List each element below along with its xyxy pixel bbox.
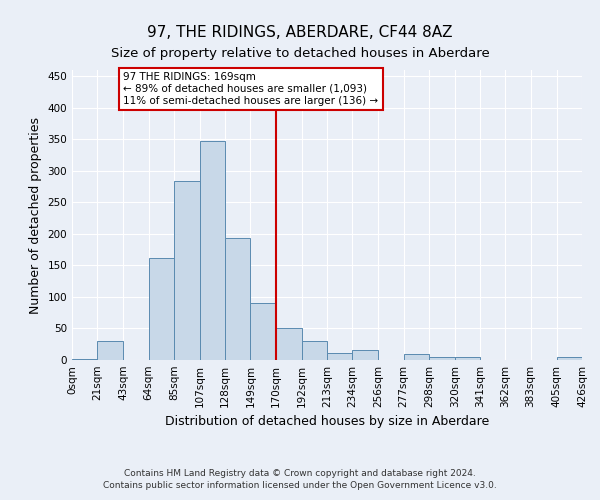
Bar	[225, 238, 250, 360]
Bar	[557, 357, 582, 360]
Bar	[174, 181, 200, 360]
Bar	[429, 358, 455, 360]
Bar	[149, 258, 174, 360]
X-axis label: Distribution of detached houses by size in Aberdare: Distribution of detached houses by size …	[165, 416, 489, 428]
Text: 97 THE RIDINGS: 169sqm
← 89% of detached houses are smaller (1,093)
11% of semi-: 97 THE RIDINGS: 169sqm ← 89% of detached…	[124, 72, 379, 106]
Bar	[275, 328, 302, 360]
Bar	[200, 141, 225, 360]
Bar	[302, 341, 327, 360]
Bar	[327, 353, 352, 360]
Bar	[72, 358, 97, 360]
Text: Size of property relative to detached houses in Aberdare: Size of property relative to detached ho…	[110, 48, 490, 60]
Bar	[97, 341, 124, 360]
Bar	[404, 354, 429, 360]
Bar	[455, 357, 480, 360]
Bar	[352, 350, 379, 360]
Bar	[250, 304, 275, 360]
Text: Contains HM Land Registry data © Crown copyright and database right 2024.
Contai: Contains HM Land Registry data © Crown c…	[103, 468, 497, 490]
Text: 97, THE RIDINGS, ABERDARE, CF44 8AZ: 97, THE RIDINGS, ABERDARE, CF44 8AZ	[147, 25, 453, 40]
Y-axis label: Number of detached properties: Number of detached properties	[29, 116, 42, 314]
